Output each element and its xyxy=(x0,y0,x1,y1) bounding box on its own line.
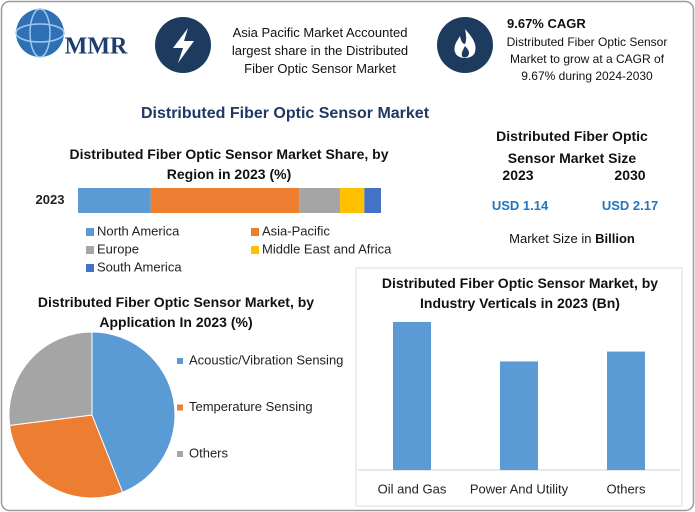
lightning-icon xyxy=(173,28,194,63)
bar-segment xyxy=(78,188,151,213)
legend-label: Europe xyxy=(97,241,139,256)
logo-globe xyxy=(16,9,64,57)
main-title: Distributed Fiber Optic Sensor Market xyxy=(140,105,430,122)
x-tick-label: Power And Utility xyxy=(470,481,569,496)
bar xyxy=(393,321,431,470)
year: 2030 xyxy=(614,167,646,183)
flame-icon xyxy=(461,46,469,58)
callout-text: Distributed Fiber Optic Sensor Market to… xyxy=(506,35,668,83)
chart-title: Distributed Fiber Optic Sensor Market Sh… xyxy=(69,146,389,182)
logo-globe xyxy=(29,8,51,58)
callout-title: 9.67% CAGR xyxy=(507,16,586,31)
legend-label: Acoustic/Vibration Sensing xyxy=(189,352,343,367)
legend-label: Middle East and Africa xyxy=(262,241,392,256)
bar-segment xyxy=(299,188,341,213)
size-title: Distributed Fiber Optic Sensor Market Si… xyxy=(496,128,648,166)
panel xyxy=(355,267,683,507)
category-label: 2023 xyxy=(36,192,65,207)
chart-title: Distributed Fiber Optic Sensor Market, b… xyxy=(381,275,659,311)
size-value: USD 1.14 xyxy=(491,198,549,213)
bar xyxy=(500,361,538,470)
year: 2023 xyxy=(502,167,534,183)
legend-swatch xyxy=(251,228,259,236)
x-tick-label: Oil and Gas xyxy=(378,481,447,496)
legend-swatch xyxy=(251,246,259,254)
legend-swatch xyxy=(86,246,94,254)
logo-globe xyxy=(15,23,65,43)
pie-slice xyxy=(8,331,93,426)
x-tick-label: Others xyxy=(606,481,646,496)
size-value: USD 2.17 xyxy=(601,198,659,213)
legend-swatch xyxy=(86,228,94,236)
legend-label: Temperature Sensing xyxy=(189,399,313,414)
pie-slice xyxy=(91,331,176,493)
bar-segment xyxy=(340,188,365,213)
flame-icon xyxy=(454,29,476,58)
legend-label: Others xyxy=(189,445,229,460)
legend-label: North America xyxy=(97,223,180,238)
bar-segment xyxy=(150,188,300,213)
chart-title: Distributed Fiber Optic Sensor Market, b… xyxy=(37,294,315,330)
callout-text: Asia Pacific Market Accounted largest sh… xyxy=(231,25,409,76)
legend-swatch xyxy=(177,451,183,457)
legend-swatch xyxy=(86,264,94,272)
legend-label: Asia-Pacific xyxy=(262,223,330,238)
unit: Billion xyxy=(595,231,635,246)
legend-swatch xyxy=(177,358,183,364)
note: Market Size in xyxy=(509,231,592,246)
bar xyxy=(607,351,645,470)
legend-swatch xyxy=(177,404,183,411)
size-note: Market Size in Billion xyxy=(480,231,664,246)
pie-slice xyxy=(9,414,124,499)
legend-label: South America xyxy=(97,259,182,274)
bar-segment xyxy=(364,188,381,213)
logo-text: MMR xyxy=(65,34,128,60)
